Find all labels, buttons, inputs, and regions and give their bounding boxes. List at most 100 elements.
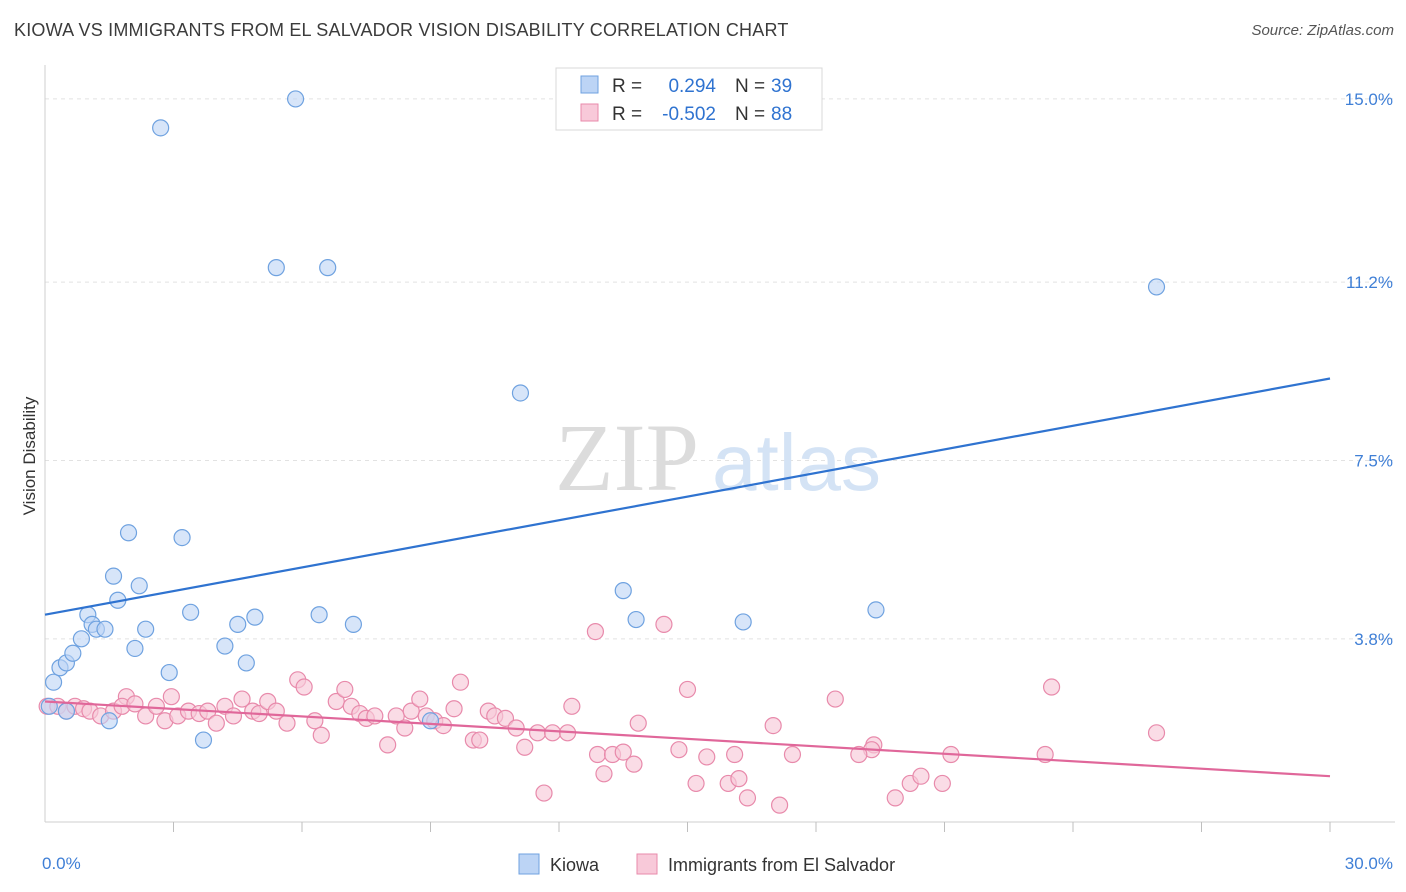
stats-salvador-n-label: N = — [735, 104, 765, 125]
kiowa-point — [511, 384, 530, 402]
kiowa-point — [614, 582, 632, 600]
salvador-point — [625, 755, 643, 773]
kiowa-point — [182, 603, 200, 621]
salvador-point — [306, 712, 324, 730]
y-tick-label: 3.8% — [1354, 630, 1393, 649]
kiowa-point — [126, 639, 144, 658]
salvador-point — [730, 770, 748, 788]
kiowa-point — [867, 601, 885, 619]
salvador-point — [670, 741, 688, 759]
kiowa-point — [627, 610, 645, 629]
kiowa-point — [237, 654, 255, 672]
kiowa-point — [96, 620, 114, 638]
stats-kiowa-n-value: 39 — [771, 76, 792, 97]
salvador-point — [826, 690, 844, 708]
axes — [44, 65, 1395, 832]
stats-kiowa-r-label: R = — [612, 76, 642, 97]
legend-kiowa-label: Kiowa — [550, 855, 600, 875]
salvador-point — [698, 748, 716, 766]
salvador-point — [783, 745, 802, 764]
salvador-point — [147, 697, 165, 715]
kiowa-trend-line — [44, 377, 1331, 616]
salvador-point — [224, 707, 243, 725]
salvador-point — [933, 774, 951, 793]
salvador-point — [1042, 678, 1061, 696]
salvador-point — [850, 745, 868, 764]
stats-salvador-n-value: 88 — [771, 104, 792, 125]
legend-salvador-swatch — [636, 853, 658, 875]
salvador-point — [207, 714, 225, 732]
kiowa-point — [734, 613, 752, 631]
salvador-point — [595, 765, 613, 783]
trend-lines — [44, 377, 1331, 778]
salvador-point — [496, 709, 515, 727]
source-label: Source: ZipAtlas.com — [1251, 22, 1394, 39]
kiowa-point — [72, 630, 91, 648]
watermark: ZIP atlas — [555, 404, 881, 511]
salvador-point — [379, 736, 397, 754]
grid-lines — [45, 98, 1395, 640]
stats-kiowa-swatch — [580, 75, 599, 94]
salvador-point — [687, 774, 705, 793]
kiowa-point — [286, 90, 305, 108]
kiowa-point — [64, 644, 82, 662]
stats-salvador-r-label: R = — [612, 104, 642, 125]
kiowa-point — [194, 731, 213, 749]
tick-labels: 3.8% 7.5% 11.2% 15.0% 0.0% 30.0% — [42, 90, 1393, 873]
salvador-point — [162, 688, 180, 706]
salvador-trend-line — [44, 700, 1331, 778]
kiowa-point — [421, 712, 440, 730]
stats-kiowa-r-value: 0.294 — [668, 76, 716, 97]
salvador-point — [655, 615, 673, 633]
salvador-point — [535, 784, 553, 802]
salvador-point — [726, 745, 744, 764]
salvador-point — [738, 789, 757, 807]
kiowa-point — [1147, 278, 1166, 296]
salvador-point — [336, 680, 354, 699]
stats-kiowa-n-label: N = — [735, 76, 765, 97]
salvador-point — [1147, 724, 1166, 742]
salvador-point — [886, 789, 904, 807]
salvador-point — [629, 714, 647, 732]
salvador-point — [563, 697, 581, 715]
kiowa-point — [229, 615, 247, 633]
x-tick-label: 30.0% — [1345, 854, 1393, 873]
kiowa-point — [310, 606, 328, 624]
salvador-point — [411, 690, 429, 708]
kiowa-point — [100, 712, 118, 730]
legend-salvador-label: Immigrants from El Salvador — [668, 855, 895, 875]
chart-title: KIOWA VS IMMIGRANTS FROM EL SALVADOR VIS… — [14, 20, 789, 40]
kiowa-point — [216, 637, 234, 655]
salvador-point — [543, 724, 562, 742]
salvador-point — [764, 716, 782, 735]
x-tick-label: 0.0% — [42, 854, 81, 873]
legend-kiowa-swatch — [518, 853, 540, 875]
kiowa-point — [137, 620, 155, 638]
stats-salvador-r-value: -0.502 — [662, 104, 716, 125]
kiowa-point — [173, 528, 191, 547]
watermark-zip: ZIP — [555, 404, 699, 511]
kiowa-point — [267, 259, 285, 277]
salvador-point — [312, 726, 330, 744]
kiowa-point — [119, 524, 138, 542]
y-axis-label: Vision Disability — [20, 396, 39, 515]
kiowa-point — [344, 615, 362, 633]
salvador-point — [588, 745, 607, 764]
salvador-point — [770, 796, 789, 814]
kiowa-point — [319, 259, 337, 277]
series-salvador-points — [38, 615, 1166, 814]
kiowa-point — [152, 119, 170, 137]
salvador-point — [451, 673, 470, 691]
stats-salvador-swatch — [580, 103, 599, 122]
salvador-point — [614, 743, 632, 761]
kiowa-point — [44, 673, 63, 691]
salvador-point — [912, 767, 930, 785]
stats-box: R = 0.294 N = 39 R = -0.502 N = 88 — [555, 67, 823, 131]
salvador-point — [396, 719, 414, 737]
salvador-point — [586, 622, 605, 641]
salvador-point — [678, 680, 697, 699]
legend: Kiowa Immigrants from El Salvador — [518, 853, 895, 875]
salvador-point — [445, 700, 463, 718]
y-tick-label: 15.0% — [1345, 90, 1393, 109]
